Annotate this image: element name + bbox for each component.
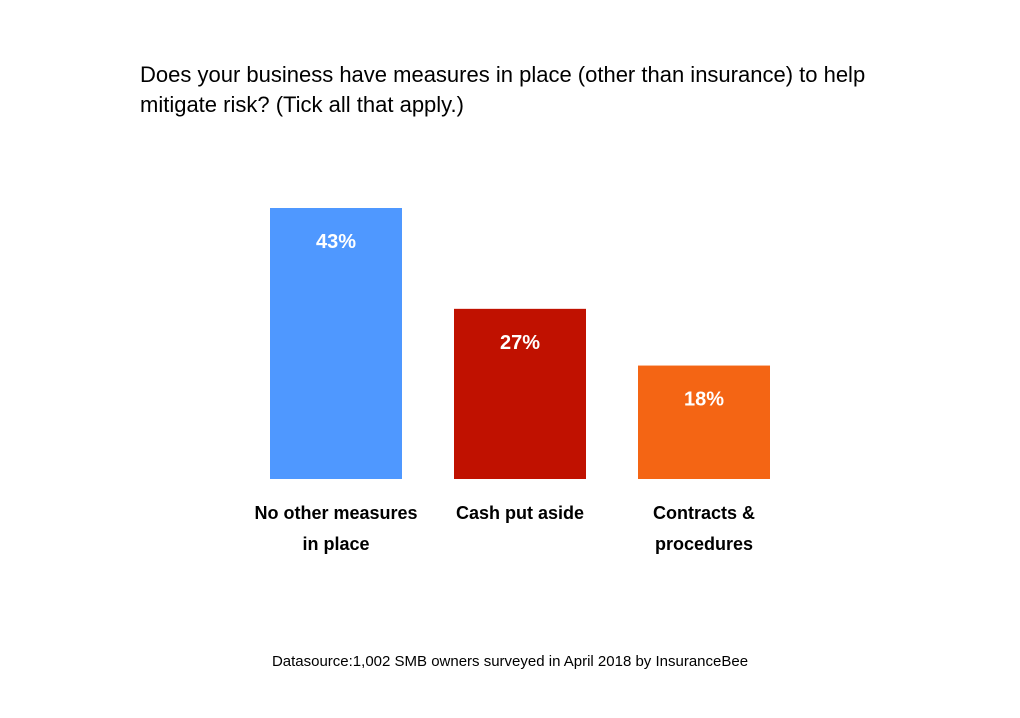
chart-title: Does your business have measures in plac… [140,62,866,117]
category-label-line: Contracts & [653,503,755,523]
category-labels-layer: No other measures in place Cash put aside C… [254,503,755,554]
labels-layer: 43% 27% 18% [316,231,724,411]
category-label-line: No other measures [254,503,417,523]
chart-source-note: Datasource:1,002 SMB owners surveyed in … [271,653,749,670]
bar-value-label-1: 43% [316,231,356,253]
bars-layer [270,208,770,479]
category-label-1: No other measures in place [254,503,417,554]
category-label-line: in place [302,534,369,554]
bar-value-label-2: 27% [500,332,540,354]
bar-1 [270,208,402,479]
bar-2 [454,308,586,479]
category-label-3: Contracts & procedures [653,503,755,554]
category-label-line: Cash put aside [456,503,584,523]
bar-value-label-3: 18% [684,389,724,411]
category-label-line: procedures [655,534,753,554]
bar-3 [638,365,770,479]
category-label-2: Cash put aside [456,503,584,523]
